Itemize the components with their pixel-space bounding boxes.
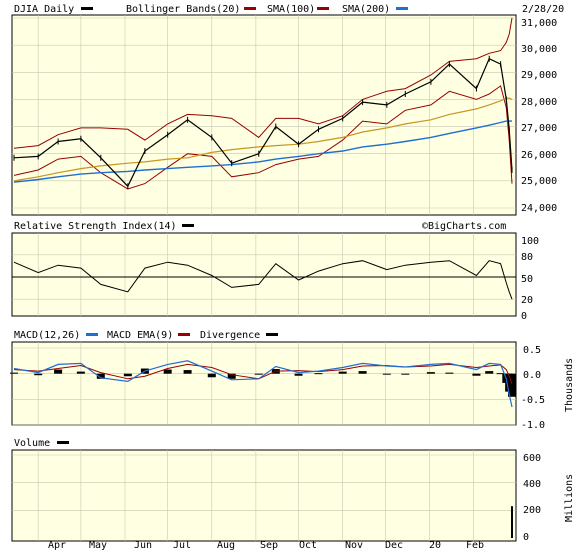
series-layer — [10, 17, 516, 538]
volume-legend-swatch — [57, 441, 69, 444]
divergence-bar — [163, 369, 172, 374]
divergence-bar — [338, 371, 347, 374]
bollinger-legend-swatch — [244, 7, 256, 10]
symbol-label: DJIA Daily — [14, 4, 74, 15]
divergence-bar — [314, 373, 323, 375]
month-label: Feb — [466, 540, 484, 551]
month-axis: Apr May Jun Jul Aug Sep Oct Nov Dec 20 F… — [48, 540, 484, 551]
price-tick: 28,000 — [521, 97, 557, 108]
divergence-legend-label: Divergence — [200, 330, 260, 341]
volume-unit: Millions — [564, 474, 575, 522]
price-tick: 24,000 — [521, 203, 557, 214]
rsi-legend-swatch — [182, 224, 194, 227]
divergence-bar — [96, 373, 105, 379]
price-tick: 25,000 — [521, 176, 557, 187]
month-label: Oct — [299, 540, 317, 551]
divergence-bar — [123, 373, 132, 377]
sma100-legend-swatch — [317, 7, 329, 10]
volume-tick: 400 — [523, 479, 541, 490]
divergence-bar — [382, 373, 391, 375]
bollinger-lower-line — [13, 85, 513, 190]
month-label: Aug — [217, 540, 235, 551]
price-tick: 31,000 — [521, 18, 557, 29]
macd-line — [13, 360, 513, 408]
price-tick: 26,000 — [521, 150, 557, 161]
rsi-axis: 100 80 50 20 0 — [521, 236, 539, 322]
divergence-bar — [485, 371, 494, 374]
divergence-bar — [496, 373, 505, 375]
macd-ema-line — [13, 363, 513, 385]
divergence-bar — [472, 373, 481, 376]
sma200-line — [13, 120, 512, 183]
macd-tick: 0.0 — [523, 370, 541, 381]
volume-panel — [11, 449, 517, 542]
price-tick: 29,000 — [521, 70, 557, 81]
macd-ema-legend-swatch — [178, 333, 190, 336]
rsi-tick: 20 — [521, 295, 533, 306]
sma100-legend-label: SMA(100) — [267, 4, 315, 15]
bollinger-upper-line — [13, 17, 513, 149]
divergence-bar — [294, 373, 303, 376]
volume-legend-label: Volume — [14, 438, 50, 449]
symbol-legend-swatch — [81, 7, 93, 10]
price-tick: 27,000 — [521, 123, 557, 134]
month-label: Nov — [345, 540, 363, 551]
divergence-bar — [426, 372, 435, 374]
price-axis: 31,000 30,000 29,000 28,000 27,000 26,00… — [521, 18, 557, 214]
divergence-bar — [401, 373, 410, 375]
macd-unit: Thousands — [564, 358, 575, 412]
volume-axis: 600 400 200 0 Millions — [523, 453, 575, 543]
bollinger-legend-label: Bollinger Bands(20) — [126, 4, 240, 15]
month-label: Jul — [173, 540, 191, 551]
rsi-tick: 50 — [521, 274, 533, 285]
sma200-legend-label: SMA(200) — [342, 4, 390, 15]
sma200-legend-swatch — [396, 7, 408, 10]
price-tick: 30,000 — [521, 44, 557, 55]
month-label: Jun — [134, 540, 152, 551]
macd-ema-legend-label: MACD EMA(9) — [107, 330, 173, 341]
divergence-bar — [227, 373, 236, 379]
macd-panel — [11, 341, 517, 426]
macd-axis: 0.5 0.0 -0.5 -1.0 Thousands — [521, 345, 575, 431]
watermark: ©BigCharts.com — [422, 221, 506, 232]
macd-legend-swatch — [86, 333, 98, 336]
month-label: 20 — [429, 540, 441, 551]
rsi-panel — [11, 232, 517, 317]
divergence-bar — [183, 370, 192, 374]
macd-tick: -1.0 — [521, 420, 545, 431]
price-panel — [11, 14, 517, 216]
rsi-tick: 100 — [521, 236, 539, 247]
rsi-tick: 80 — [521, 252, 533, 263]
divergence-bar — [358, 371, 367, 374]
macd-legend-label: MACD(12,26) — [14, 330, 80, 341]
month-label: May — [89, 540, 107, 551]
month-label: Dec — [385, 540, 403, 551]
divergence-bar — [54, 369, 63, 374]
month-label: Sep — [260, 540, 278, 551]
divergence-bar — [34, 373, 43, 376]
volume-tick: 0 — [523, 532, 529, 543]
macd-tick: 0.5 — [523, 345, 541, 356]
divergence-bar — [207, 373, 216, 378]
volume-tick: 600 — [523, 453, 541, 464]
rsi-line — [13, 260, 513, 300]
divergence-bar — [76, 371, 85, 374]
date-label: 2/28/20 — [522, 4, 564, 15]
divergence-bar — [445, 372, 454, 374]
divergence-bar — [254, 373, 263, 375]
divergence-bar — [10, 372, 18, 374]
rsi-tick: 0 — [521, 311, 527, 322]
divergence-legend-swatch — [266, 333, 278, 336]
month-label: Apr — [48, 540, 66, 551]
volume-bar — [511, 506, 513, 538]
rsi-legend-label: Relative Strength Index(14) — [14, 221, 177, 232]
volume-tick: 200 — [523, 505, 541, 516]
divergence-bar — [508, 373, 516, 397]
macd-tick: -0.5 — [521, 395, 545, 406]
